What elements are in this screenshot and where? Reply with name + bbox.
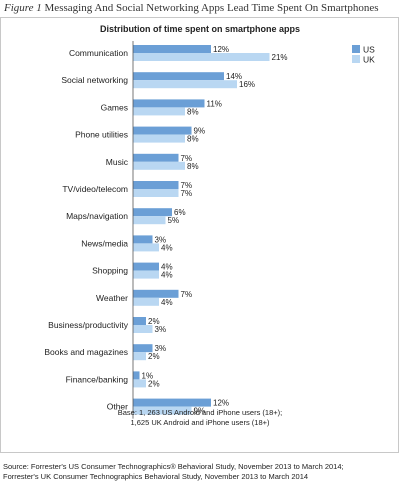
bar-us-maps-navigation — [133, 208, 172, 217]
value-label-uk-business-productivity: 3% — [155, 325, 167, 334]
value-label-us-news-media: 3% — [155, 235, 167, 244]
value-label-us-communication: 12% — [213, 45, 229, 54]
bar-uk-communication — [133, 53, 270, 61]
value-label-us-maps-navigation: 6% — [174, 208, 186, 217]
bar-uk-shopping — [133, 270, 159, 279]
bar-uk-finance-banking — [133, 379, 146, 388]
value-label-us-business-productivity: 2% — [148, 317, 160, 326]
value-label-us-tv-video-telecom: 7% — [181, 181, 193, 190]
bar-us-business-productivity — [133, 317, 146, 325]
category-label-other: Other — [107, 402, 128, 412]
category-label-tv-video-telecom: TV/video/telecom — [62, 184, 128, 194]
bar-uk-music — [133, 161, 185, 170]
bar-uk-phone-utilities — [133, 134, 185, 143]
source-line-2: Forrester's UK Consumer Technographics B… — [3, 472, 309, 481]
category-label-social-networking: Social networking — [61, 75, 128, 85]
bar-us-games — [133, 99, 205, 108]
legend-swatch-us — [352, 45, 360, 53]
value-label-uk-weather: 4% — [161, 298, 173, 307]
figure-title: Figure 1 Messaging And Social Networking… — [4, 2, 379, 14]
value-label-uk-books-and-magazines: 2% — [148, 352, 160, 361]
value-label-uk-music: 8% — [187, 162, 199, 171]
bar-uk-maps-navigation — [133, 216, 166, 225]
value-label-us-phone-utilities: 9% — [194, 127, 206, 136]
bar-us-phone-utilities — [133, 126, 192, 135]
figure-number: Figure 1 — [4, 2, 42, 14]
value-label-us-finance-banking: 1% — [142, 371, 154, 380]
value-label-us-games: 11% — [207, 99, 222, 108]
bar-us-music — [133, 153, 179, 162]
value-label-uk-news-media: 4% — [161, 243, 173, 252]
legend-label-us: US — [363, 45, 375, 55]
bar-uk-other — [133, 406, 192, 415]
bar-uk-business-productivity — [133, 325, 153, 333]
category-label-shopping: Shopping — [92, 266, 128, 276]
value-label-us-books-and-magazines: 3% — [155, 344, 167, 353]
bar-us-social-networking — [133, 72, 224, 81]
category-label-games: Games — [101, 102, 128, 112]
bar-us-books-and-magazines — [133, 344, 153, 353]
bar-uk-games — [133, 107, 185, 116]
value-label-uk-games: 8% — [187, 107, 199, 116]
bar-uk-weather — [133, 297, 159, 306]
bar-us-tv-video-telecom — [133, 181, 179, 189]
legend-swatch-uk — [352, 55, 360, 63]
bar-uk-social-networking — [133, 80, 237, 89]
bar-us-weather — [133, 289, 179, 298]
legend-label-uk: UK — [363, 55, 375, 65]
category-label-finance-banking: Finance/banking — [66, 374, 129, 384]
value-label-us-weather: 7% — [181, 290, 193, 299]
value-label-uk-shopping: 4% — [161, 271, 173, 280]
value-label-uk-communication: 21% — [272, 53, 288, 62]
value-label-uk-other: 9% — [194, 407, 206, 416]
value-label-us-social-networking: 14% — [226, 72, 242, 81]
value-label-us-shopping: 4% — [161, 263, 173, 272]
value-label-uk-phone-utilities: 8% — [187, 135, 199, 144]
value-label-uk-social-networking: 16% — [239, 80, 255, 89]
bar-us-communication — [133, 45, 211, 53]
value-label-us-music: 7% — [181, 154, 193, 163]
category-label-communication: Communication — [69, 48, 128, 58]
category-label-maps-navigation: Maps/navigation — [66, 211, 128, 221]
value-label-uk-finance-banking: 2% — [148, 379, 160, 388]
source-line-1: Source: Forrester's US Consumer Technogr… — [3, 462, 344, 471]
bar-uk-tv-video-telecom — [133, 189, 179, 197]
category-label-music: Music — [106, 157, 129, 167]
value-label-uk-maps-navigation: 5% — [168, 216, 180, 225]
bar-us-other — [133, 398, 211, 407]
category-label-books-and-magazines: Books and magazines — [44, 347, 128, 357]
value-label-uk-tv-video-telecom: 7% — [181, 189, 193, 198]
base-note-line-1: Base: 1, 263 US Android and iPhone users… — [117, 408, 283, 417]
bar-uk-news-media — [133, 243, 159, 252]
category-label-phone-utilities: Phone utilities — [75, 130, 128, 140]
category-label-business-productivity: Business/productivity — [48, 320, 129, 330]
figure-title-text: Messaging And Social Networking Apps Lea… — [44, 2, 379, 14]
category-label-news-media: News/media — [81, 238, 128, 248]
value-label-us-other: 12% — [213, 399, 229, 408]
base-note-line-2: 1,625 UK Android and iPhone users (18+) — [130, 418, 270, 427]
bar-us-finance-banking — [133, 371, 140, 380]
bar-uk-books-and-magazines — [133, 352, 146, 361]
bar-us-shopping — [133, 262, 159, 271]
category-label-weather: Weather — [96, 293, 128, 303]
chart-title: Distribution of time spent on smartphone… — [99, 24, 300, 34]
bar-us-news-media — [133, 235, 153, 244]
figure-frame — [0, 17, 399, 453]
